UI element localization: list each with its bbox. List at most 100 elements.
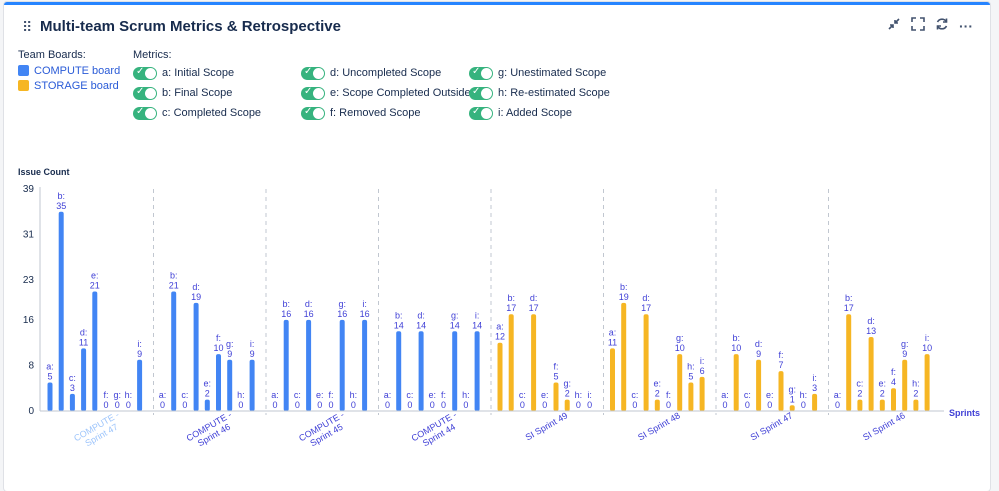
toggle-switch[interactable]: ✓ — [469, 66, 493, 80]
toggle-switch[interactable]: ✓ — [301, 106, 325, 120]
bar-value-label: 5 — [553, 372, 558, 382]
x-tick-label: COMPUTE -Sprint 45 — [297, 409, 351, 452]
bar-i — [474, 331, 480, 411]
bar-key-label: e: — [654, 379, 662, 389]
bar-d — [418, 331, 424, 411]
toggle-switch[interactable]: ✓ — [301, 86, 325, 100]
bar-g — [227, 359, 233, 411]
metric-toggle-e[interactable]: ✓ e: Scope Completed Outside — [301, 86, 471, 100]
toggle-switch[interactable]: ✓ — [469, 106, 493, 120]
bar-key-label: a: — [271, 390, 279, 400]
bar-key-label: h: — [462, 390, 470, 400]
metric-label: g: Unestimated Scope — [498, 67, 607, 79]
metric-toggle-a[interactable]: ✓ a: Initial Scope — [133, 66, 234, 80]
bar-value-label: 3 — [70, 383, 75, 393]
bar-b — [846, 314, 852, 411]
collapse-icon[interactable] — [885, 17, 903, 35]
bar-value-label: 17 — [844, 303, 854, 313]
bar-key-label: i: — [137, 339, 142, 349]
bar-h — [913, 399, 919, 411]
bar-value-label: 13 — [866, 326, 876, 336]
bar-key-label: g: — [563, 379, 571, 389]
bar-value-label: 0 — [115, 400, 120, 410]
bar-d — [868, 337, 874, 411]
bar-value-label: 0 — [126, 400, 131, 410]
bar-f — [891, 388, 896, 411]
metric-toggle-i[interactable]: ✓ i: Added Scope — [469, 106, 572, 120]
board-swatch — [18, 80, 29, 91]
more-icon[interactable]: ··· — [959, 18, 973, 34]
bar-key-label: i: — [250, 339, 255, 349]
bar-b — [621, 302, 627, 411]
bar-value-label: 17 — [506, 303, 516, 313]
bar-g — [564, 399, 570, 411]
bar-g — [789, 405, 795, 411]
toggle-switch[interactable]: ✓ — [469, 86, 493, 100]
x-axis-title: Sprints — [949, 408, 980, 418]
refresh-icon[interactable] — [933, 17, 951, 35]
bar-value-label: 0 — [351, 400, 356, 410]
drag-handle-icon[interactable]: ⠿ — [22, 19, 32, 35]
board-legend-item-compute[interactable]: COMPUTE board — [18, 64, 120, 77]
bar-value-label: 21 — [90, 280, 100, 290]
bar-value-label: 9 — [137, 349, 142, 359]
y-tick-label: 23 — [23, 275, 35, 286]
gadget-header: ⠿ Multi-team Scrum Metrics & Retrospecti… — [4, 5, 990, 49]
bar-key-label: h: — [912, 379, 920, 389]
bar-key-label: e: — [91, 270, 99, 280]
bar-value-label: 0 — [385, 400, 390, 410]
bar-key-label: h: — [125, 390, 133, 400]
bar-key-label: c: — [69, 373, 76, 383]
bar-e — [204, 399, 210, 411]
toggle-knob — [313, 107, 324, 119]
bar-value-label: 10 — [213, 343, 223, 353]
bar-key-label: h: — [350, 390, 358, 400]
bar-g — [452, 331, 458, 411]
team-boards-legend: Team Boards: — [18, 49, 86, 61]
bar-g — [677, 354, 683, 411]
metric-toggle-g[interactable]: ✓ g: Unestimated Scope — [469, 66, 606, 80]
bar-c — [857, 399, 863, 411]
gadget-title: Multi-team Scrum Metrics & Retrospective — [40, 18, 341, 35]
bar-value-label: 11 — [608, 337, 617, 347]
board-swatch — [18, 65, 29, 76]
bar-value-label: 16 — [360, 309, 370, 319]
bar-key-label: f: — [891, 367, 896, 377]
bar-value-label: 7 — [778, 360, 783, 370]
bar-value-label: 14 — [394, 320, 404, 330]
bar-d — [531, 314, 537, 411]
fullscreen-icon[interactable] — [909, 17, 927, 35]
bar-i — [362, 319, 368, 411]
metric-toggle-f[interactable]: ✓ f: Removed Scope — [301, 106, 421, 120]
bar-key-label: a: — [496, 322, 504, 332]
bar-key-label: g: — [226, 339, 234, 349]
toggle-switch[interactable]: ✓ — [133, 106, 157, 120]
metric-toggle-c[interactable]: ✓ c: Completed Scope — [133, 106, 261, 120]
toggle-switch[interactable]: ✓ — [133, 66, 157, 80]
bar-b — [733, 354, 739, 411]
bar-b — [508, 314, 514, 411]
bar-key-label: d: — [530, 293, 538, 303]
toggle-switch[interactable]: ✓ — [301, 66, 325, 80]
y-tick-label: 39 — [23, 184, 35, 195]
bar-key-label: g: — [788, 384, 796, 394]
bar-key-label: f: — [553, 362, 558, 372]
x-tick-label: SI Sprint 47 — [749, 410, 795, 442]
bar-key-label: a: — [721, 390, 729, 400]
metric-toggle-h[interactable]: ✓ h: Re-estimated Scope — [469, 86, 610, 100]
bar-d — [193, 302, 199, 411]
metric-toggle-d[interactable]: ✓ d: Uncompleted Scope — [301, 66, 441, 80]
bar-value-label: 0 — [722, 400, 727, 410]
board-legend-item-storage[interactable]: STORAGE board — [18, 79, 119, 92]
metric-toggle-b[interactable]: ✓ b: Final Scope — [133, 86, 232, 100]
bar-value-label: 0 — [463, 400, 468, 410]
toggle-switch[interactable]: ✓ — [133, 86, 157, 100]
bar-value-label: 16 — [337, 309, 347, 319]
bar-key-label: h: — [800, 390, 808, 400]
bar-i — [812, 393, 818, 411]
bar-value-label: 19 — [191, 292, 201, 302]
bar-key-label: a: — [159, 390, 167, 400]
x-tick-label: SI Sprint 49 — [524, 410, 570, 442]
bar-value-label: 4 — [891, 377, 896, 387]
bar-key-label: f: — [216, 333, 221, 343]
